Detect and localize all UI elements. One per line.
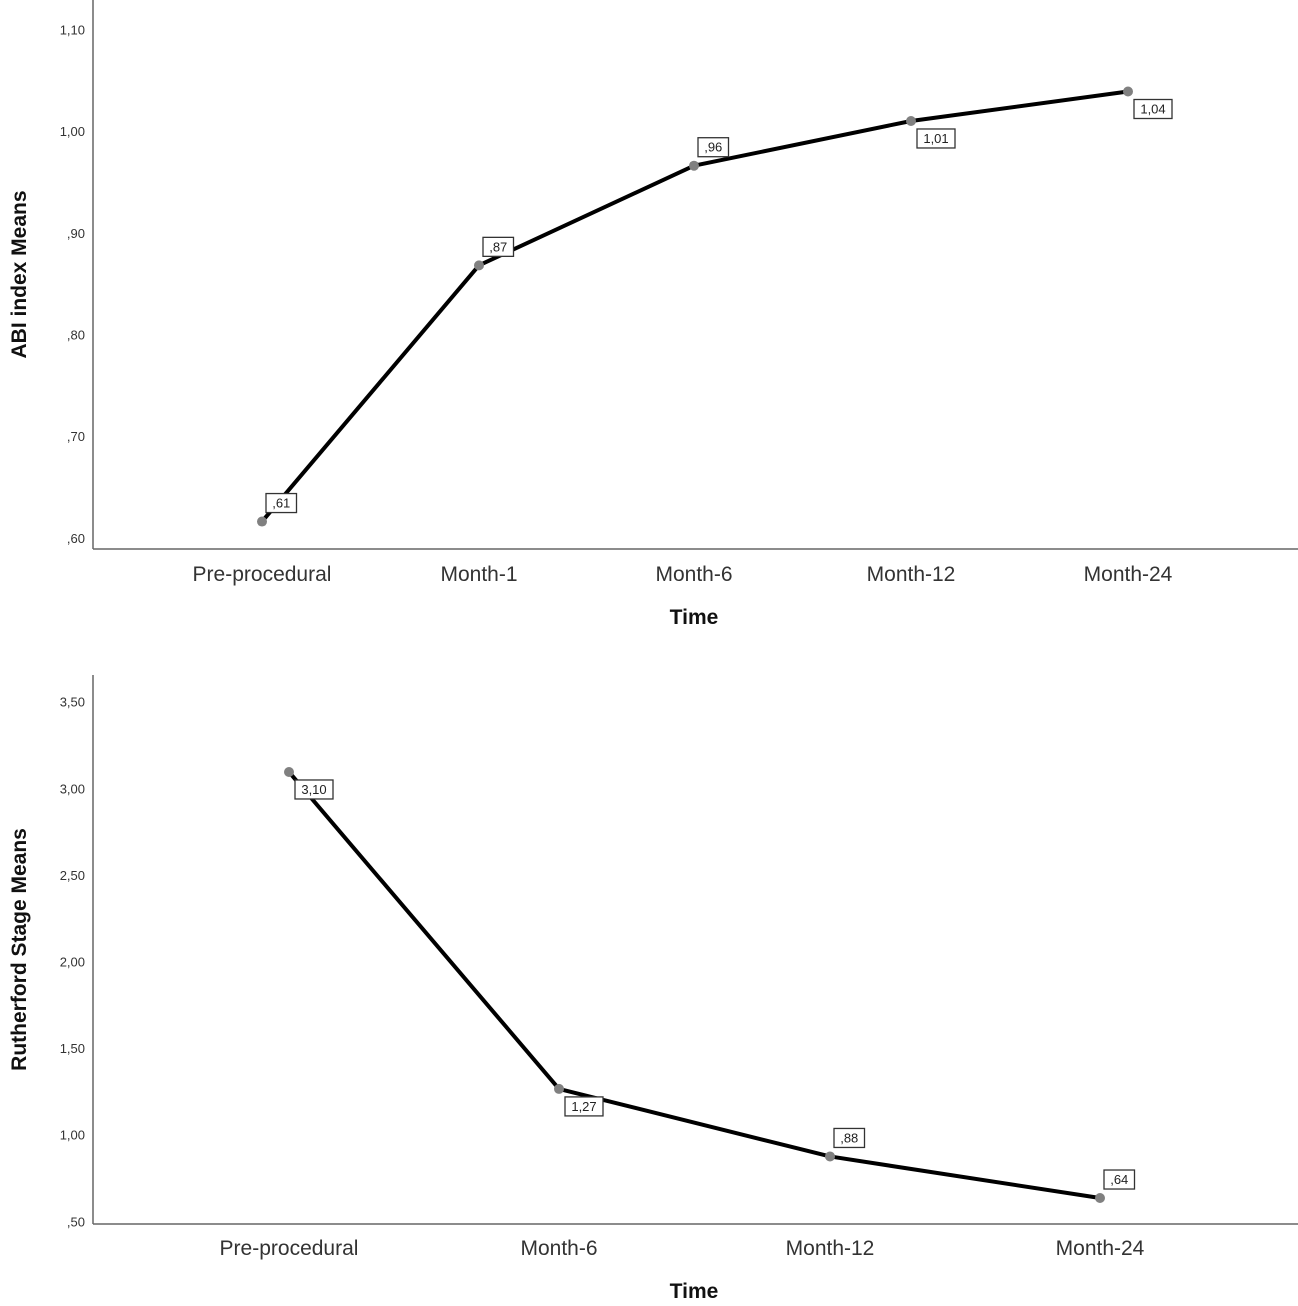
x-tick-label: Month-6 <box>520 1237 597 1260</box>
x-tick-label: Month-12 <box>867 563 956 586</box>
data-point <box>474 260 484 271</box>
data-point <box>825 1151 835 1162</box>
data-point <box>1095 1193 1105 1204</box>
y-tick-label: 2,00 <box>60 954 85 969</box>
data-label: ,64 <box>1110 1172 1128 1187</box>
data-label: ,96 <box>704 140 722 155</box>
y-axis-title: Rutherford Stage Means <box>8 828 31 1071</box>
data-point <box>554 1083 564 1094</box>
data-label: ,88 <box>840 1130 858 1145</box>
data-label: ,61 <box>272 496 290 511</box>
data-point <box>284 766 294 777</box>
data-label-box <box>916 128 956 149</box>
y-tick-label: ,80 <box>67 328 85 343</box>
chart-panel-1: ,60 ,70 ,80 ,90 1,00 1,10 Pre-procedural Month-… <box>8 0 1298 629</box>
data-point <box>257 516 267 527</box>
x-axis-title: Time <box>670 1280 719 1303</box>
data-label: 1,01 <box>923 131 948 146</box>
series-line <box>260 89 1129 523</box>
y-tick-label: 1,00 <box>60 124 85 139</box>
data-point <box>1123 86 1133 97</box>
y-axis-title: ABI index Means <box>8 190 31 358</box>
data-label-box <box>265 492 298 514</box>
data-point <box>906 115 916 126</box>
y-tick-label: 3,50 <box>60 695 85 710</box>
chart-panel-2: ,50 1,00 1,50 2,00 2,50 3,00 3,50 Pre-procedura… <box>8 675 1298 1303</box>
x-tick-label: Month-1 <box>440 563 517 586</box>
data-label-box <box>1133 98 1173 120</box>
y-tick-label: ,50 <box>67 1214 85 1229</box>
y-tick-label: ,90 <box>67 226 85 241</box>
data-label: 3,10 <box>301 782 326 797</box>
y-tick-label: 1,10 <box>60 23 85 38</box>
y-tick-label: 3,00 <box>60 781 85 796</box>
data-label-box <box>697 137 730 158</box>
data-label-box <box>564 1096 604 1117</box>
data-label-box <box>1103 1169 1136 1190</box>
data-label-box <box>482 236 515 258</box>
y-tick-label: 1,00 <box>60 1128 85 1143</box>
x-axis-title: Time <box>670 606 719 629</box>
data-label: 1,27 <box>571 1099 596 1114</box>
x-tick-label: Pre-procedural <box>220 1237 359 1260</box>
y-tick-label: 2,50 <box>60 868 85 883</box>
series-line <box>287 770 1101 1200</box>
y-tick-label: ,70 <box>67 429 85 444</box>
x-tick-label: Month-24 <box>1084 563 1173 586</box>
data-label-box <box>833 1127 866 1149</box>
data-label: 1,04 <box>1140 102 1165 117</box>
data-point <box>689 160 699 171</box>
x-tick-label: Pre-procedural <box>193 563 332 586</box>
data-label: ,87 <box>489 239 507 254</box>
x-tick-label: Month-24 <box>1056 1237 1145 1260</box>
x-tick-label: Month-12 <box>786 1237 875 1260</box>
y-tick-label: ,60 <box>67 531 85 546</box>
x-tick-label: Month-6 <box>655 563 732 586</box>
y-tick-label: 1,50 <box>60 1041 85 1056</box>
data-label-box <box>294 779 334 800</box>
